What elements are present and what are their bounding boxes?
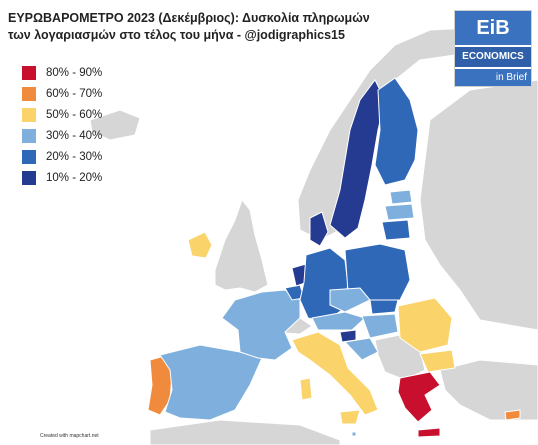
legend-label: 50% - 60% bbox=[46, 108, 103, 121]
logo-eib-text: EiB bbox=[455, 11, 531, 45]
legend-item: 60% - 70% bbox=[22, 83, 102, 104]
sicily-shape bbox=[339, 409, 361, 425]
logo-inbrief-text: in Brief bbox=[455, 69, 531, 86]
eib-logo: EiB ECONOMICS in Brief bbox=[454, 10, 532, 87]
legend-item: 50% - 60% bbox=[22, 104, 102, 125]
spain-shape bbox=[159, 344, 263, 421]
russia-east-shape bbox=[419, 79, 538, 331]
latvia-shape bbox=[384, 203, 415, 221]
legend-swatch bbox=[22, 107, 36, 122]
uk-shape bbox=[214, 198, 269, 293]
romania-shape bbox=[397, 297, 453, 353]
crete-shape bbox=[417, 427, 441, 438]
logo-economics-text: ECONOMICS bbox=[455, 47, 531, 67]
bulgaria-shape bbox=[419, 349, 456, 373]
iceland-shape bbox=[89, 109, 141, 141]
austria-shape bbox=[311, 311, 366, 331]
czechia-shape bbox=[329, 287, 371, 313]
malta-shape bbox=[351, 431, 357, 437]
legend-item: 20% - 30% bbox=[22, 146, 102, 167]
legend-swatch bbox=[22, 170, 36, 185]
greece-shape bbox=[397, 371, 441, 423]
legend-item: 80% - 90% bbox=[22, 62, 102, 83]
legend: 80% - 90% 60% - 70% 50% - 60% 30% - 40% … bbox=[22, 62, 102, 188]
slovakia-shape bbox=[369, 299, 399, 315]
legend-label: 20% - 30% bbox=[46, 150, 103, 163]
legend-item: 30% - 40% bbox=[22, 125, 102, 146]
legend-label: 60% - 70% bbox=[46, 87, 103, 100]
legend-item: 10% - 20% bbox=[22, 167, 102, 188]
legend-label: 80% - 90% bbox=[46, 66, 103, 79]
croatia-shape bbox=[343, 337, 379, 361]
lithuania-shape bbox=[381, 219, 411, 241]
legend-label: 30% - 40% bbox=[46, 129, 103, 142]
title-line-2: των λογαριασμών στο τέλος του μήνα - @jo… bbox=[8, 28, 345, 42]
finland-shape bbox=[374, 77, 419, 186]
legend-swatch bbox=[22, 128, 36, 143]
mapchart-credit: Created with mapchart.net bbox=[40, 433, 99, 439]
italy-shape bbox=[291, 331, 379, 416]
legend-swatch bbox=[22, 86, 36, 101]
legend-swatch bbox=[22, 149, 36, 164]
sardinia-shape bbox=[299, 377, 313, 401]
germany-shape bbox=[299, 247, 349, 323]
legend-label: 10% - 20% bbox=[46, 171, 103, 184]
ireland-shape bbox=[187, 231, 213, 259]
turkey-shape bbox=[439, 359, 538, 421]
north-africa-shape bbox=[149, 419, 341, 445]
map-title: ΕΥΡΩΒΑΡΟΜΕΤΡΟ 2023 (Δεκέμβριος): Δυσκολί… bbox=[8, 10, 428, 44]
hungary-shape bbox=[361, 313, 399, 339]
title-line-1: ΕΥΡΩΒΑΡΟΜΕΤΡΟ 2023 (Δεκέμβριος): Δυσκολί… bbox=[8, 11, 370, 25]
denmark-shape bbox=[309, 211, 329, 247]
estonia-shape bbox=[389, 189, 413, 205]
cyprus-shape bbox=[504, 409, 521, 421]
legend-swatch bbox=[22, 65, 36, 80]
france-shape bbox=[221, 289, 301, 361]
